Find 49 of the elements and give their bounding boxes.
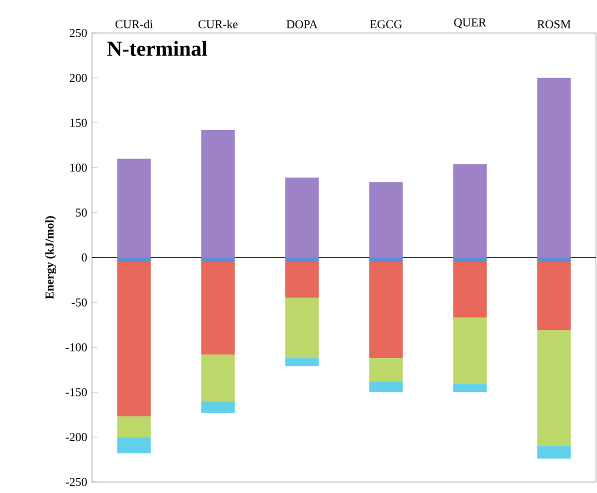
bar (285, 298, 319, 358)
bar (453, 164, 487, 258)
y-tick-label: -100 (66, 343, 87, 352)
bar (201, 262, 235, 354)
x-tick-label: CUR-ke (198, 20, 238, 28)
bar (117, 262, 151, 416)
bar (453, 257, 487, 262)
bar (369, 381, 403, 392)
x-tick-label: QUER (454, 18, 486, 28)
x-tick-label: EGCG (370, 20, 402, 28)
bar (285, 178, 319, 258)
chart-title: N-terminal (107, 40, 208, 56)
x-tick-label: CUR-di (116, 20, 153, 28)
bar (201, 257, 235, 262)
bar (117, 437, 151, 454)
bar (537, 78, 571, 258)
y-tick-label: -250 (66, 478, 87, 486)
bar (369, 257, 403, 262)
bar (117, 158, 151, 258)
bar (453, 384, 487, 392)
y-tick-label: 250 (70, 28, 87, 38)
y-tick-label: 200 (70, 74, 87, 82)
x-tick-label: DOPA (286, 20, 318, 28)
bar (369, 182, 403, 258)
bar (201, 401, 235, 413)
bar (285, 262, 319, 298)
y-tick-label: 0 (82, 253, 87, 262)
x-tick-label: ROSM (537, 20, 571, 28)
y-tick-label: 100 (70, 164, 87, 172)
bar (537, 446, 571, 459)
bar (537, 262, 571, 330)
bar (453, 262, 487, 318)
bar (285, 358, 319, 366)
bar (201, 130, 235, 258)
bar (453, 318, 487, 384)
y-tick-label: -50 (72, 298, 87, 306)
y-tick-label: -200 (66, 433, 87, 442)
y-axis-title: Energy (kJ/mol) (45, 216, 56, 300)
bar (537, 330, 571, 446)
bar (285, 257, 319, 262)
bar (117, 257, 151, 262)
y-tick-label: 150 (70, 118, 87, 127)
bar (201, 354, 235, 402)
bar (117, 416, 151, 438)
y-tick-label: 50 (76, 208, 87, 217)
bar (369, 262, 403, 358)
bar (537, 257, 571, 262)
bar (369, 358, 403, 382)
y-tick-label: -150 (66, 388, 87, 396)
